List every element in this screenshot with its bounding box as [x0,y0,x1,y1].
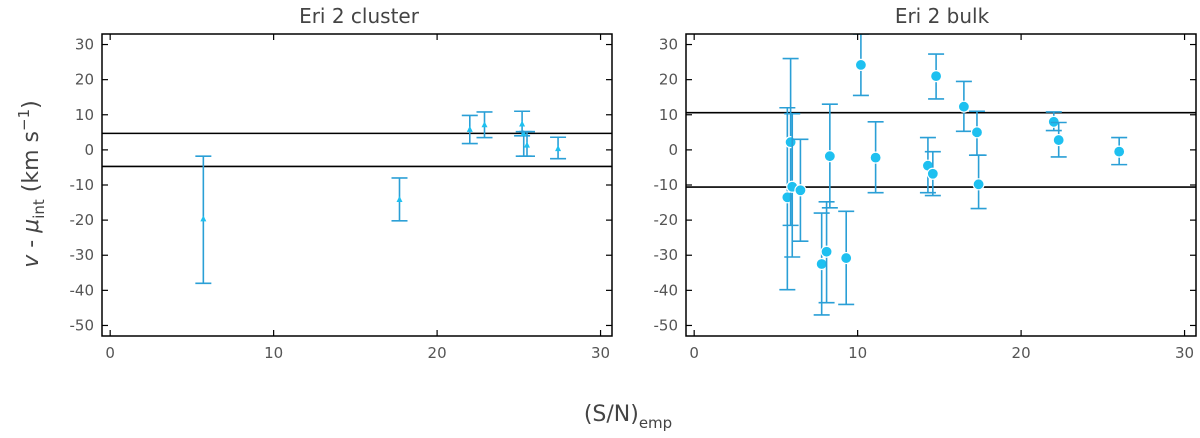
data-point [821,103,838,209]
y-axis-label: v - μint (km s−1) [15,100,48,267]
plot-content [102,110,612,285]
point-marker [520,130,527,137]
data-point [818,201,835,304]
panel-eri2-cluster: Eri 2 cluster 30 20 10 0 -10 -20 -30 -40 -50 0 10 2… [70,4,613,362]
x-tick-label: 0 [689,344,699,362]
data-point [852,34,869,97]
x-tick-label: 30 [591,344,610,362]
y-tick-label: 0 [84,141,94,159]
y-tick-label: 20 [75,71,94,89]
point-marker [1113,145,1126,158]
data-point [867,120,884,194]
point-marker [784,136,797,149]
plot-area: 30 20 10 0 -10 -20 -30 -40 -50 0 10 20 30 [70,33,613,362]
point-marker [926,167,939,180]
plot-content [686,34,1196,316]
data-point [550,136,567,160]
data-point [1111,136,1128,166]
data-point [1050,121,1067,158]
data-point [519,130,535,158]
y-tick-label: -10 [654,176,679,194]
point-marker [929,70,943,83]
y-tick-label: 20 [659,71,678,89]
data-point [476,111,493,139]
point-marker [524,141,530,148]
point-marker [970,126,984,139]
x-axis-label: (S/N)emp [584,402,672,432]
y-tick-label: -20 [654,211,679,229]
y-tick-label: -40 [70,281,95,299]
y-tick-label: -30 [654,246,679,264]
point-marker [815,257,828,271]
panel-title: Eri 2 bulk [895,4,990,28]
point-marker [820,245,833,258]
y-tick-label: -40 [654,281,679,299]
panel-title: Eri 2 cluster [299,4,420,28]
y-tick-label: -50 [654,316,679,334]
data-point [968,110,985,156]
data-point [838,210,855,306]
panel-eri2-bulk: Eri 2 bulk 30 20 10 0 -10 -20 -30 -40 -50 0 10 20 30 [654,4,1197,362]
y-tick-label: 0 [668,141,678,159]
y-tick-label: -50 [70,316,95,334]
x-tick-label: 0 [105,344,115,362]
y-tick-label: 30 [659,36,678,54]
data-point [792,138,809,242]
point-marker [972,178,985,191]
y-tick-label: 10 [659,106,678,124]
x-tick-label: 10 [848,344,867,362]
point-marker [481,121,488,128]
y-tick-label: 10 [75,106,94,124]
data-point [928,53,945,100]
data-point [955,80,972,133]
data-point [782,57,799,227]
point-marker [840,251,853,265]
point-marker [869,151,882,164]
point-marker [396,196,403,203]
y-tick-label: 30 [75,36,94,54]
point-marker [200,215,207,222]
x-tick-label: 10 [264,344,283,362]
plot-area: 30 20 10 0 -10 -20 -30 -40 -50 0 10 20 30 [654,33,1197,362]
point-marker [823,150,836,163]
x-tick-label: 30 [1175,344,1194,362]
x-tick-label: 20 [1012,344,1031,362]
point-marker [794,184,807,197]
point-marker [555,145,562,152]
point-marker [466,125,473,132]
plot-frame [101,33,613,337]
point-marker [854,58,868,72]
y-tick-label: -30 [70,246,95,264]
data-point [924,150,941,197]
data-point [970,154,987,210]
point-marker [957,100,970,113]
data-point [391,177,408,222]
y-tick-label: -20 [70,211,95,229]
x-tick-label: 20 [428,344,447,362]
y-tick-label: -10 [70,176,95,194]
data-point [195,155,212,285]
point-marker [1052,133,1065,147]
point-marker [519,120,526,127]
data-point [461,114,478,145]
